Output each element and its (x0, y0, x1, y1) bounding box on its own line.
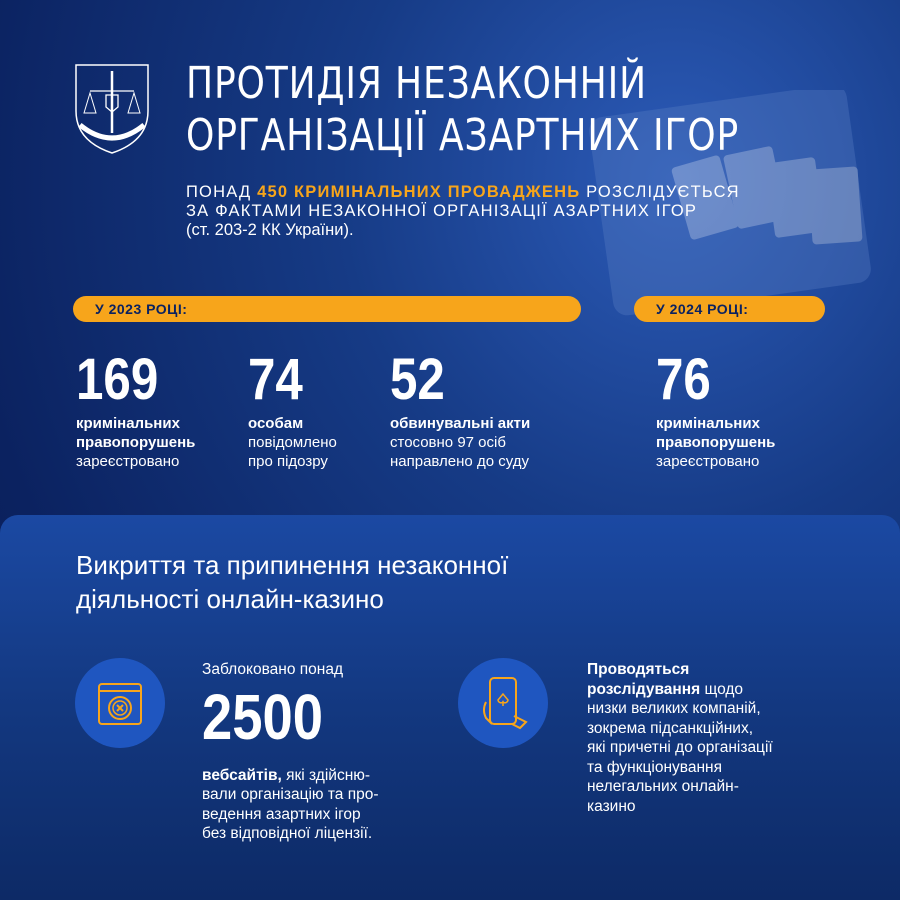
stat-76: 76 кримінальних правопорушень зареєстрован… (656, 350, 775, 471)
stat-value: 52 (390, 347, 445, 412)
year-2023-label: У 2023 РОЦІ: (73, 296, 581, 322)
stat-desc: зареєстровано (76, 453, 180, 470)
intro-prefix: ПОНАД (186, 183, 258, 201)
stat-value: 74 (248, 347, 303, 412)
stat-169: 169 кримінальних правопорушень зареєстрова… (76, 350, 195, 471)
intro-line: ЗА ФАКТАМИ НЕЗАКОННОЇ ОРГАНІЗАЦІЇ АЗАРТН… (186, 202, 698, 220)
stat-desc: стосовно 97 осіб (390, 434, 506, 451)
section-title: Викриття та припинення незаконної діяльн… (76, 548, 508, 616)
blocked-pre: Заблоковано понад (202, 661, 343, 678)
stat-label: особам (248, 415, 304, 432)
stat-label: кримінальних (76, 415, 180, 432)
stat-label: кримінальних (656, 415, 760, 432)
blocked-value: 2500 (202, 680, 324, 753)
stat-label: правопорушень (656, 434, 776, 451)
intro-highlight: 450 КРИМІНАЛЬНИХ ПРОВАДЖЕНЬ (257, 183, 581, 201)
intro-line: (ст. 203-2 КК України). (186, 221, 354, 239)
blocked-line: без відповідної ліцензії. (202, 825, 373, 842)
investigations-line: казино (587, 797, 636, 815)
prosecutor-logo (75, 64, 149, 154)
blocked-bold: вебсайтів, (202, 766, 282, 784)
year-2024-label: У 2024 РОЦІ: (634, 296, 825, 322)
stat-label: обвинувальні акти (390, 415, 531, 432)
investigations-line: зокрема підсанкційних, (587, 719, 754, 737)
blocked-line: які здійсню- (281, 766, 371, 784)
stat-label: правопорушень (76, 434, 196, 451)
investigations-line: які причетні до організації (587, 739, 773, 756)
title-line: ОРГАНІЗАЦІЇ АЗАРТНИХ ІГОР (186, 110, 740, 161)
section-title-line: Викриття та припинення незаконної (76, 550, 509, 580)
playing-cards-background (589, 90, 871, 316)
stat-74: 74 особам повідомлено про підозру (248, 350, 337, 471)
investigations-line: щодо (700, 680, 744, 698)
page-title: ПРОТИДІЯ НЕЗАКОННІЙ ОРГАНІЗАЦІЇ АЗАРТНИХ… (186, 58, 739, 162)
stat-value: 169 (76, 347, 159, 412)
stat-desc: направлено до суду (390, 453, 529, 470)
stat-desc: зареєстровано (656, 453, 760, 470)
title-line: ПРОТИДІЯ НЕЗАКОННІЙ (186, 58, 647, 109)
intro-suffix: РОЗСЛІДУЄТЬСЯ (580, 183, 740, 201)
blocked-sites-block: Заблоковано понад 2500 вебсайтів, які зд… (202, 660, 379, 844)
section-title-line: діяльності онлайн-казино (76, 584, 384, 614)
investigations-line: нелегальних онлайн- (587, 778, 739, 795)
phone-casino-icon (458, 658, 548, 748)
blocked-line: ведення азартних ігор (202, 805, 361, 823)
intro-text: ПОНАД 450 КРИМІНАЛЬНИХ ПРОВАДЖЕНЬ РОЗСЛІ… (186, 183, 740, 240)
investigations-bold: Проводяться (587, 661, 690, 678)
investigations-line: та функціонування (587, 758, 722, 776)
stat-value: 76 (656, 347, 711, 412)
stat-52: 52 обвинувальні акти стосовно 97 осіб напр… (390, 350, 530, 471)
investigations-bold: розслідування (587, 680, 701, 698)
investigations-block: Проводяться розслідування щодо низки вел… (587, 660, 773, 816)
investigations-line: низки великих компаній, (587, 700, 761, 717)
stat-desc: про підозру (248, 453, 328, 470)
blocked-website-icon (75, 658, 165, 748)
stat-desc: повідомлено (248, 434, 337, 451)
blocked-line: вали організацію та про- (202, 786, 379, 803)
